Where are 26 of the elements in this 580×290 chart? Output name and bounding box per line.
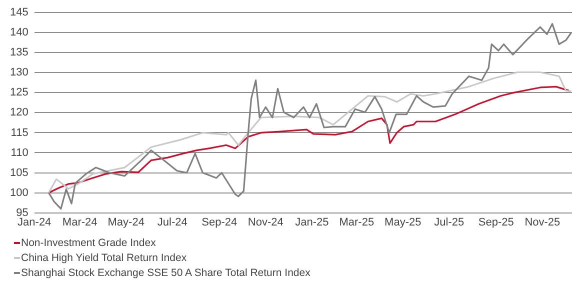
x-tick-label: Mar-25 [339,216,374,228]
legend-label: Non-Investment Grade Index [21,237,156,249]
y-tick-label: 130 [10,66,28,79]
x-tick-label: May-25 [384,216,422,228]
y-tick-label: 110 [10,146,28,159]
y-tick-label: 105 [10,166,28,179]
x-tick-label: Mar-24 [62,216,98,228]
x-tick-label: Jul-24 [157,216,188,228]
y-tick-label: 95 [16,206,28,219]
legend-label: China High Yield Total Return Index [21,252,187,264]
y-tick-label: 120 [10,106,28,119]
y-tick-label: 135 [10,46,28,59]
legend-label: Shanghai Stock Exchange SSE 50 A Share Total Return Index [21,267,310,279]
x-tick-label: Sep-24 [202,216,238,228]
x-tick-label: Nov-24 [248,216,284,228]
x-tick-label: Sep-25 [478,216,514,228]
y-tick-label: 115 [10,126,28,139]
x-tick-label: Nov-25 [524,216,560,228]
y-tick-label: 125 [10,86,28,99]
x-tick-label: May-24 [108,216,144,228]
x-tick-label: Jul-25 [434,216,464,228]
y-tick-label: 100 [10,186,28,199]
x-tick-label: Jan-25 [295,216,329,228]
y-tick-label: 140 [10,26,28,39]
y-tick-label: 145 [10,6,28,19]
x-tick-label: Jan-24 [18,216,52,228]
